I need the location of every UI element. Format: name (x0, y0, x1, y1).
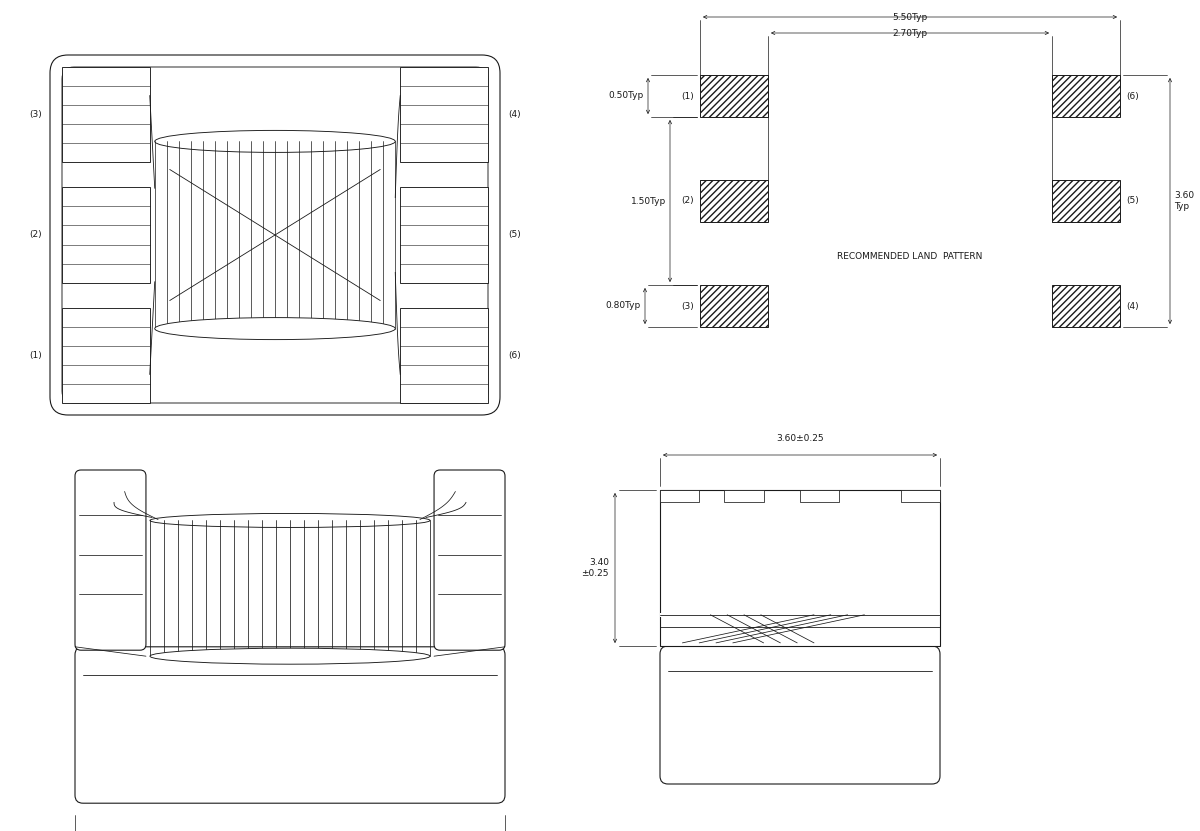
FancyBboxPatch shape (62, 67, 488, 403)
Bar (725, 490, 763, 502)
FancyBboxPatch shape (74, 647, 505, 804)
FancyBboxPatch shape (660, 646, 940, 784)
Text: (5): (5) (508, 230, 521, 239)
Bar (62, 307, 150, 403)
Bar (700, 285, 768, 327)
Text: (5): (5) (1126, 196, 1139, 205)
Text: RECOMMENDED LAND  PATTERN: RECOMMENDED LAND PATTERN (838, 252, 983, 261)
Text: 2.70Typ: 2.70Typ (893, 29, 928, 38)
Bar (401, 187, 488, 283)
Bar (1052, 75, 1120, 117)
FancyBboxPatch shape (50, 55, 500, 415)
Text: 0.80Typ: 0.80Typ (606, 302, 641, 311)
Text: 3.60
Typ: 3.60 Typ (1174, 191, 1194, 211)
Bar (62, 187, 150, 283)
Bar (901, 490, 940, 502)
Ellipse shape (150, 648, 430, 664)
Bar (401, 307, 488, 403)
Text: (1): (1) (682, 91, 694, 101)
Bar (700, 75, 768, 117)
Text: 3.40
±0.25: 3.40 ±0.25 (582, 558, 610, 578)
Text: 1.50Typ: 1.50Typ (631, 196, 666, 205)
Bar (1052, 285, 1120, 327)
Text: (2): (2) (29, 230, 42, 239)
Text: (4): (4) (1126, 302, 1139, 311)
Bar (401, 67, 488, 162)
Text: (4): (4) (508, 111, 521, 119)
Bar (62, 67, 150, 162)
Bar (700, 180, 768, 222)
Ellipse shape (155, 317, 395, 340)
Text: (1): (1) (29, 351, 42, 360)
Bar (660, 490, 700, 502)
Text: 5.50Typ: 5.50Typ (893, 13, 928, 22)
Text: 0.50Typ: 0.50Typ (608, 91, 644, 101)
Bar (660, 490, 940, 646)
Text: 3.60±0.25: 3.60±0.25 (776, 434, 824, 443)
Text: (6): (6) (1126, 91, 1139, 101)
Text: (3): (3) (682, 302, 694, 311)
FancyBboxPatch shape (74, 470, 146, 650)
Text: (2): (2) (682, 196, 694, 205)
Bar (1052, 180, 1120, 222)
Text: (3): (3) (29, 111, 42, 119)
Text: (6): (6) (508, 351, 521, 360)
Bar (800, 490, 839, 502)
FancyBboxPatch shape (434, 470, 505, 650)
Bar (660, 612, 940, 617)
